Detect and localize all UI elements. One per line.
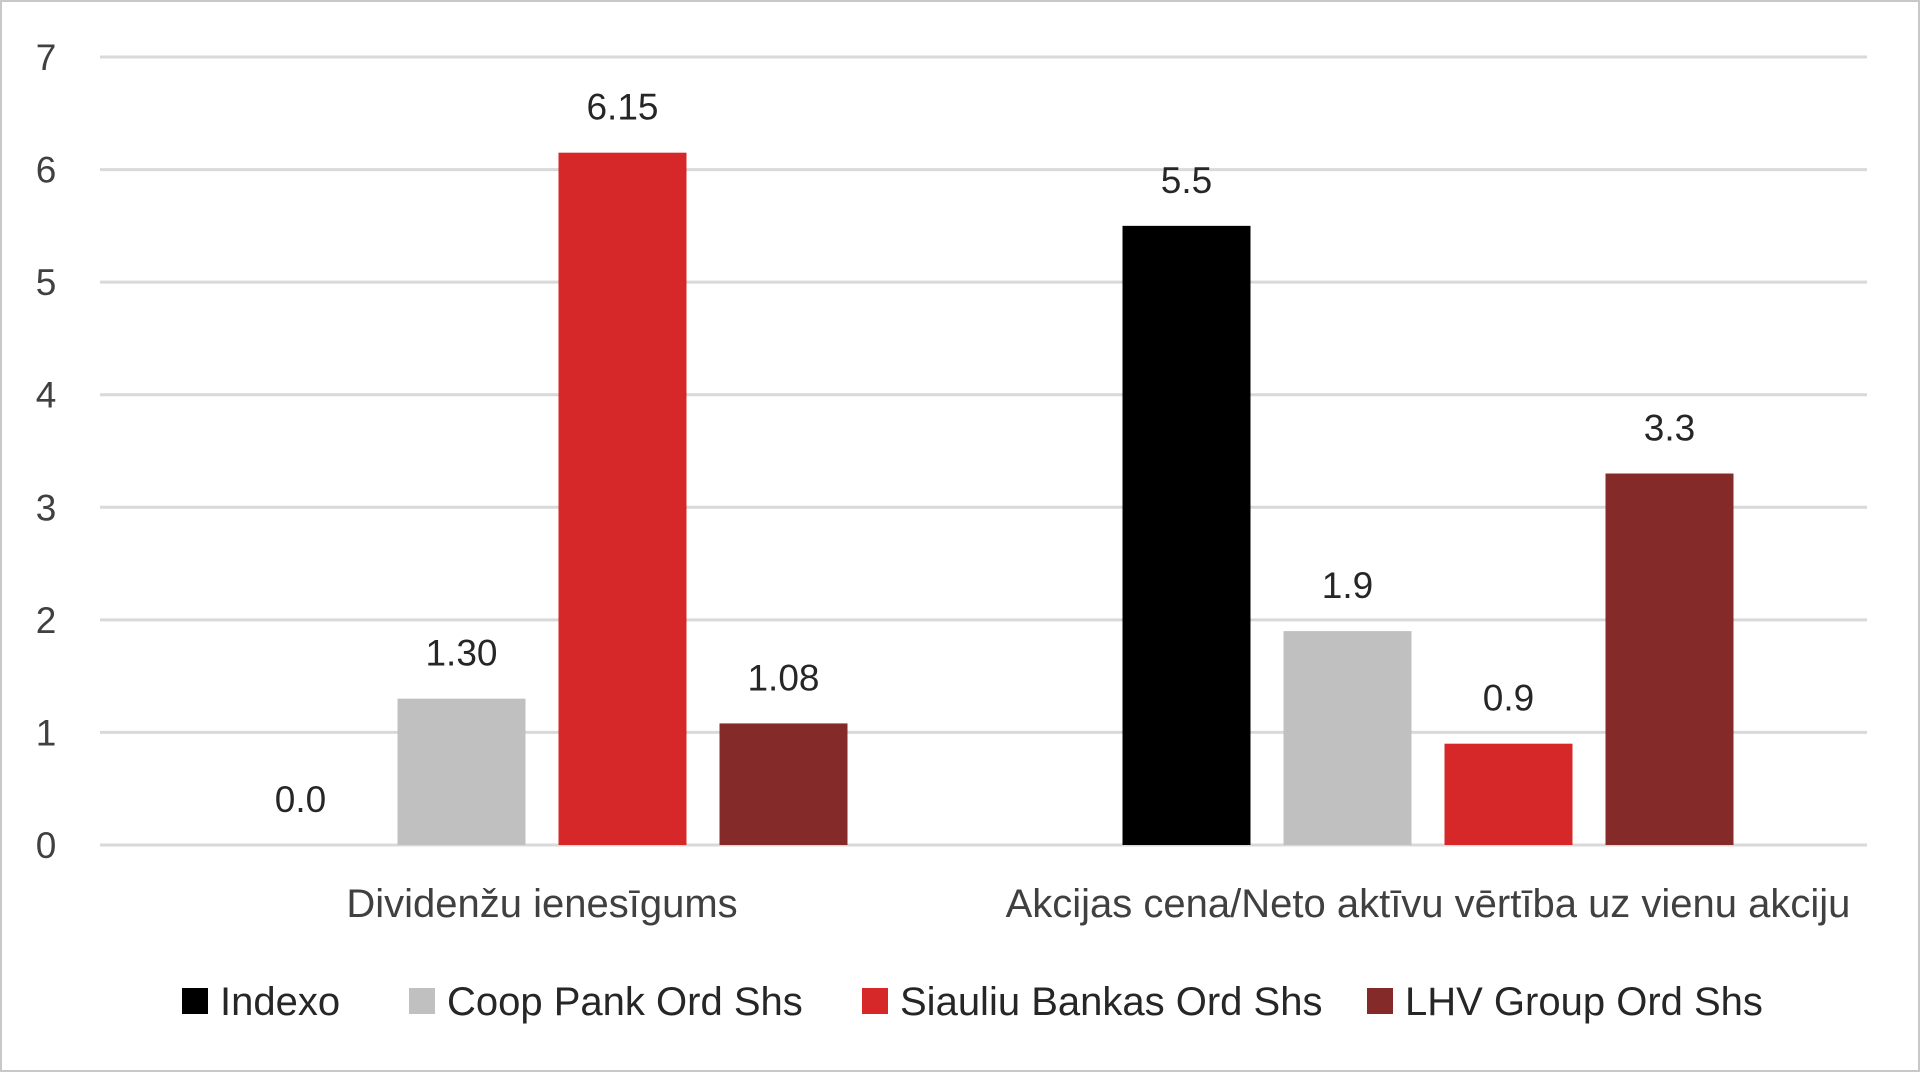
y-tick-label: 4 — [36, 375, 57, 416]
x-axis-categories: Dividenžu ienesīgums Akcijas cena/Neto ak… — [346, 882, 1850, 926]
y-tick-label: 7 — [36, 37, 57, 78]
data-label: 0.9 — [1483, 678, 1534, 719]
bar-coop-pank-ord-shs-0 — [397, 698, 526, 845]
data-label: 6.15 — [586, 87, 658, 128]
bar-coop-pank-ord-shs-1 — [1283, 631, 1412, 845]
bar-lhv-group-ord-shs-1 — [1605, 473, 1734, 845]
y-tick-label: 2 — [36, 600, 57, 641]
legend-swatch — [182, 988, 208, 1014]
legend-label: Indexo — [220, 980, 340, 1024]
bars — [397, 152, 1734, 845]
bar-lhv-group-ord-shs-0 — [719, 723, 848, 845]
category-label: Dividenžu ienesīgums — [346, 882, 737, 926]
y-tick-label: 3 — [36, 487, 57, 528]
legend-swatch — [862, 988, 888, 1014]
data-labels: 0.0 5.5 1.30 1.9 6.15 0.9 1.08 3.3 — [275, 87, 1695, 820]
bar-indexo-1 — [1122, 225, 1251, 845]
legend-label: LHV Group Ord Shs — [1405, 980, 1763, 1024]
data-label: 5.5 — [1161, 160, 1212, 201]
y-tick-label: 6 — [36, 150, 57, 191]
y-tick-label: 5 — [36, 262, 57, 303]
legend-label: Siauliu Bankas Ord Shs — [900, 980, 1322, 1024]
y-tick-label: 1 — [36, 712, 57, 753]
data-label: 1.9 — [1322, 565, 1373, 606]
y-axis-ticks: 0 1 2 3 4 5 6 7 — [36, 37, 57, 866]
bar-siauliu-bankas-ord-shs-1 — [1444, 743, 1573, 845]
legend: Indexo Coop Pank Ord Shs Siauliu Bankas Or… — [182, 980, 1763, 1024]
legend-swatch — [409, 988, 435, 1014]
gridlines — [100, 55, 1867, 847]
data-label: 3.3 — [1644, 408, 1695, 449]
legend-swatch — [1367, 988, 1393, 1014]
data-label: 1.08 — [747, 657, 819, 698]
y-tick-label: 0 — [36, 825, 57, 866]
bar-siauliu-bankas-ord-shs-0 — [558, 152, 687, 845]
category-label: Akcijas cena/Neto aktīvu vērtība uz vien… — [1006, 882, 1851, 926]
legend-label: Coop Pank Ord Shs — [447, 980, 803, 1024]
data-label: 1.30 — [425, 633, 497, 674]
data-label: 0.0 — [275, 779, 326, 820]
